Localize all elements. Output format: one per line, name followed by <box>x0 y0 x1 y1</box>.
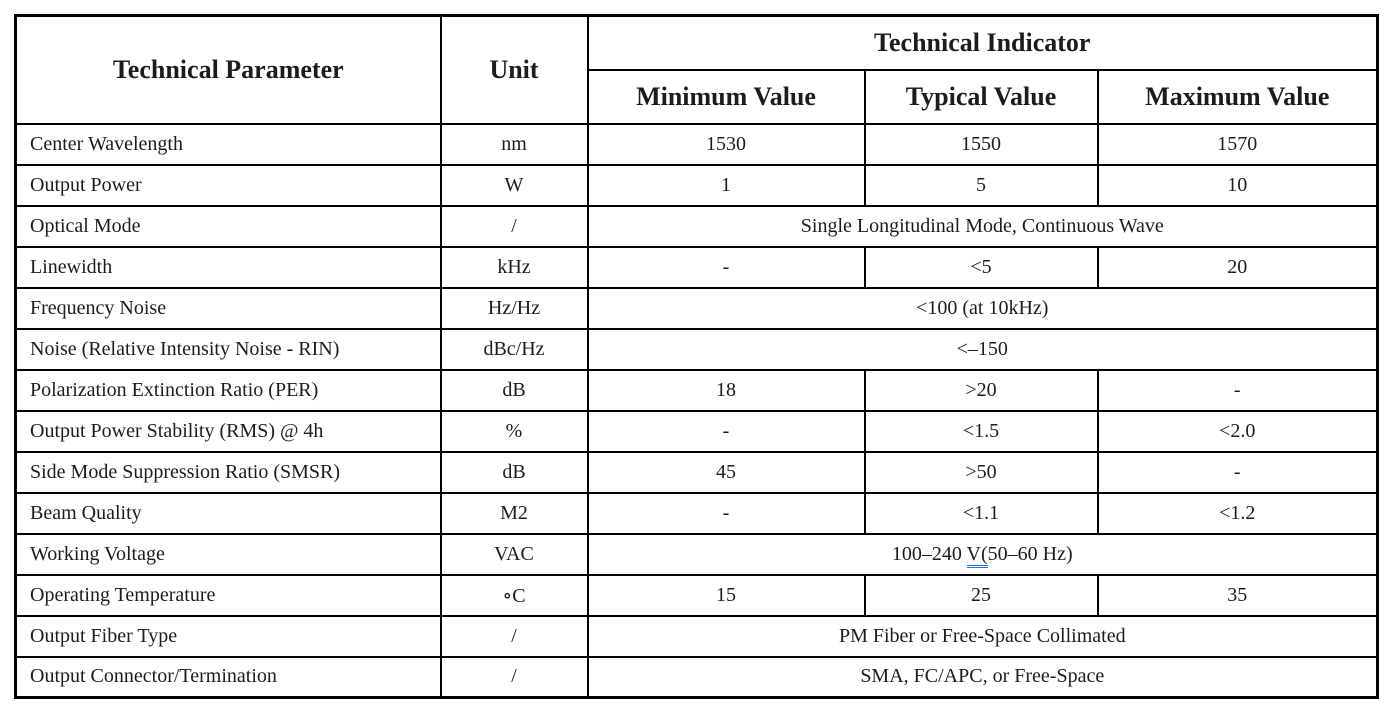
param-cell: Linewidth <box>14 245 442 289</box>
voltage-text-before: 100–240 <box>891 542 967 565</box>
header-unit: Unit <box>439 14 589 125</box>
param-cell: Output Connector/Termination <box>14 655 442 699</box>
indicator-span-cell: <100 (at 10kHz) <box>586 286 1379 330</box>
min-value-cell: - <box>586 491 866 535</box>
param-cell: Output Power Stability (RMS) @ 4h <box>14 409 442 453</box>
max-value-cell: 20 <box>1096 245 1379 289</box>
unit-cell: kHz <box>439 245 589 289</box>
unit-cell: % <box>439 409 589 453</box>
typical-value-cell: >50 <box>863 450 1099 494</box>
table-row: Linewidth kHz - <5 20 <box>14 245 1379 289</box>
indicator-span-cell: SMA, FC/APC, or Free-Space <box>586 655 1379 699</box>
min-value-cell: 1530 <box>586 122 866 166</box>
min-value-cell: 15 <box>586 573 866 617</box>
typical-value-cell: >20 <box>863 368 1099 412</box>
param-cell: Side Mode Suppression Ratio (SMSR) <box>14 450 442 494</box>
min-value-cell: 18 <box>586 368 866 412</box>
max-value-cell: - <box>1096 450 1379 494</box>
unit-cell: Hz/Hz <box>439 286 589 330</box>
unit-cell: M2 <box>439 491 589 535</box>
param-cell: Optical Mode <box>14 204 442 248</box>
indicator-span-cell: 100–240 V(50–60 Hz) <box>586 532 1379 576</box>
param-cell: Noise (Relative Intensity Noise - RIN) <box>14 327 442 371</box>
param-cell: Center Wavelength <box>14 122 442 166</box>
typical-value-cell: <1.1 <box>863 491 1099 535</box>
header-typical-value: Typical Value <box>863 68 1099 125</box>
unit-cell: dB <box>439 368 589 412</box>
unit-cell: dB <box>439 450 589 494</box>
unit-cell: ∘C <box>439 573 589 617</box>
min-value-cell: - <box>586 409 866 453</box>
table-row: Working Voltage VAC 100–240 V(50–60 Hz) <box>14 532 1379 576</box>
min-value-cell: 1 <box>586 163 866 207</box>
grammar-check-underline: V( <box>966 542 988 568</box>
table-body: Center Wavelength nm 1530 1550 1570 Outp… <box>14 122 1379 699</box>
typical-value-cell: <5 <box>863 245 1099 289</box>
voltage-text-after: 50–60 Hz) <box>987 542 1073 565</box>
max-value-cell: 35 <box>1096 573 1379 617</box>
max-value-cell: 10 <box>1096 163 1379 207</box>
unit-cell: nm <box>439 122 589 166</box>
param-cell: Frequency Noise <box>14 286 442 330</box>
param-cell: Working Voltage <box>14 532 442 576</box>
typical-value-cell: 5 <box>863 163 1099 207</box>
unit-cell: / <box>439 614 589 658</box>
typical-value-cell: 1550 <box>863 122 1099 166</box>
table-row: Output Connector/Termination / SMA, FC/A… <box>14 655 1379 699</box>
max-value-cell: 1570 <box>1096 122 1379 166</box>
unit-cell: / <box>439 655 589 699</box>
indicator-span-cell: PM Fiber or Free-Space Collimated <box>586 614 1379 658</box>
unit-cell: W <box>439 163 589 207</box>
table-row: Noise (Relative Intensity Noise - RIN) d… <box>14 327 1379 371</box>
table-row: Output Fiber Type / PM Fiber or Free-Spa… <box>14 614 1379 658</box>
typical-value-cell: <1.5 <box>863 409 1099 453</box>
param-cell: Polarization Extinction Ratio (PER) <box>14 368 442 412</box>
table-row: Optical Mode / Single Longitudinal Mode,… <box>14 204 1379 248</box>
param-cell: Output Fiber Type <box>14 614 442 658</box>
unit-cell: VAC <box>439 532 589 576</box>
min-value-cell: - <box>586 245 866 289</box>
header-minimum-value: Minimum Value <box>586 68 866 125</box>
table-row: Output Power Stability (RMS) @ 4h % - <1… <box>14 409 1379 453</box>
table-row: Operating Temperature ∘C 15 25 35 <box>14 573 1379 617</box>
min-value-cell: 45 <box>586 450 866 494</box>
table-row: Beam Quality M2 - <1.1 <1.2 <box>14 491 1379 535</box>
param-cell: Output Power <box>14 163 442 207</box>
max-value-cell: <1.2 <box>1096 491 1379 535</box>
table-row: Side Mode Suppression Ratio (SMSR) dB 45… <box>14 450 1379 494</box>
table-row: Frequency Noise Hz/Hz <100 (at 10kHz) <box>14 286 1379 330</box>
unit-cell: / <box>439 204 589 248</box>
technical-spec-table: Technical Parameter Unit Technical Indic… <box>14 14 1380 699</box>
typical-value-cell: 25 <box>863 573 1099 617</box>
indicator-span-cell: <–150 <box>586 327 1379 371</box>
table-row: Center Wavelength nm 1530 1550 1570 <box>14 122 1379 166</box>
unit-cell: dBc/Hz <box>439 327 589 371</box>
header-row-top: Technical Parameter Unit Technical Indic… <box>14 14 1379 125</box>
header-technical-parameter: Technical Parameter <box>14 14 442 125</box>
param-cell: Operating Temperature <box>14 573 442 617</box>
table-row: Output Power W 1 5 10 <box>14 163 1379 207</box>
table-header: Technical Parameter Unit Technical Indic… <box>14 14 1379 125</box>
indicator-span-cell: Single Longitudinal Mode, Continuous Wav… <box>586 204 1379 248</box>
header-technical-indicator: Technical Indicator <box>586 14 1379 71</box>
table-row: Polarization Extinction Ratio (PER) dB 1… <box>14 368 1379 412</box>
param-cell: Beam Quality <box>14 491 442 535</box>
header-maximum-value: Maximum Value <box>1096 68 1379 125</box>
max-value-cell: - <box>1096 368 1379 412</box>
max-value-cell: <2.0 <box>1096 409 1379 453</box>
header-row-sub: Minimum Value Typical Value Maximum Valu… <box>16 68 1379 125</box>
